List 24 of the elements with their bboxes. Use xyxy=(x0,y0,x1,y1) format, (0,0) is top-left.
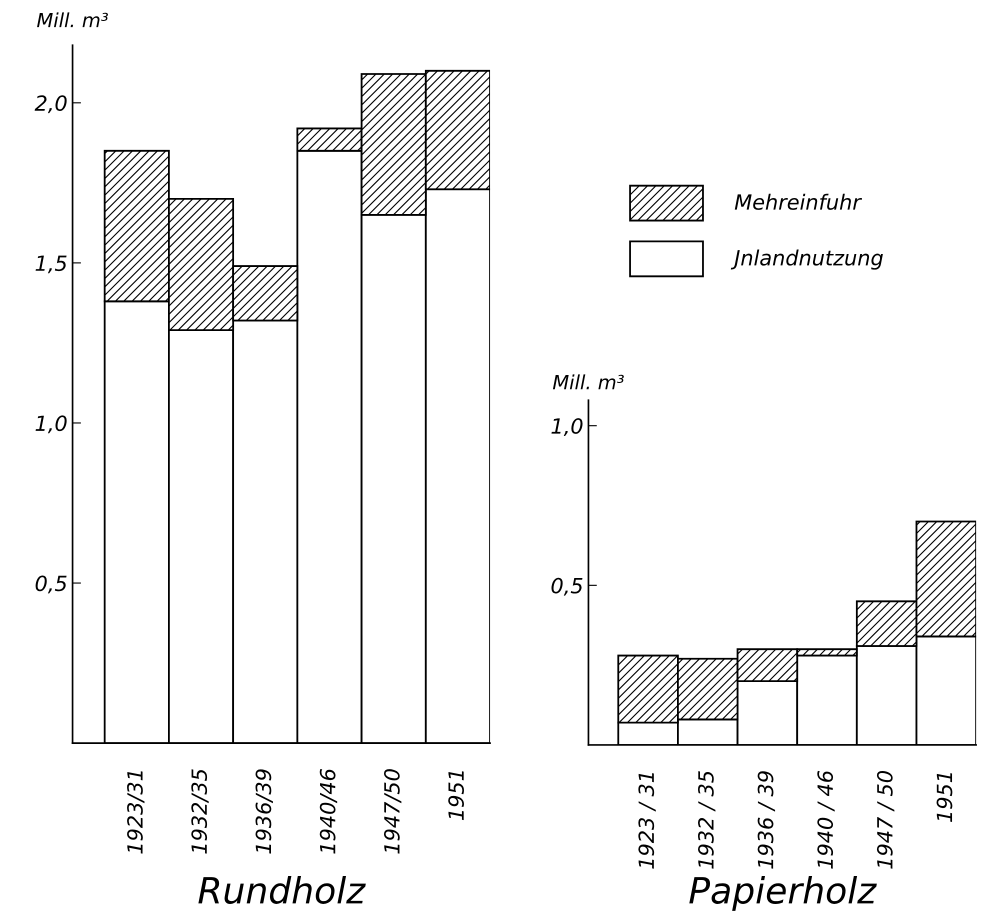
y-tick-label: 2,0 xyxy=(34,95,67,114)
legend-label: Jnlandnutzung xyxy=(730,250,883,270)
text: Rundholz xyxy=(198,876,366,904)
x-tick-label: 1947 / 50 xyxy=(876,771,894,869)
y-axis-title: Mill. m³ xyxy=(37,12,108,28)
legend-label: Mehreinfuhr xyxy=(734,194,862,210)
x-tick-label: 1932 / 35 xyxy=(698,771,716,869)
x-tick-label: 1936 / 39 xyxy=(758,771,776,869)
x-tick-label: 1951 xyxy=(936,773,952,822)
x-tick-label: 1932/35 xyxy=(191,769,209,854)
y-tick-label: 1,0 xyxy=(36,415,67,434)
x-tick-label: 1923 / 31 xyxy=(638,773,656,869)
x-tick-label: 1951 xyxy=(448,771,464,820)
y-tick-label: 0,5 xyxy=(551,578,582,596)
y-tick-label: 1,0 xyxy=(551,418,583,436)
text: Papierholz xyxy=(689,876,877,911)
x-tick-label: 1940 / 46 xyxy=(817,770,835,869)
y-tick-label: 1,5 xyxy=(36,256,67,274)
y-axis-title: Mill. m³ xyxy=(552,374,624,390)
x-tick-label: 1936/39 xyxy=(256,769,273,854)
x-tick-label: 1923/31 xyxy=(127,771,144,854)
x-tick-label: 1947/50 xyxy=(384,769,402,854)
y-tick-label: 0,5 xyxy=(36,576,67,594)
x-tick-label: 1940/46 xyxy=(320,769,338,854)
